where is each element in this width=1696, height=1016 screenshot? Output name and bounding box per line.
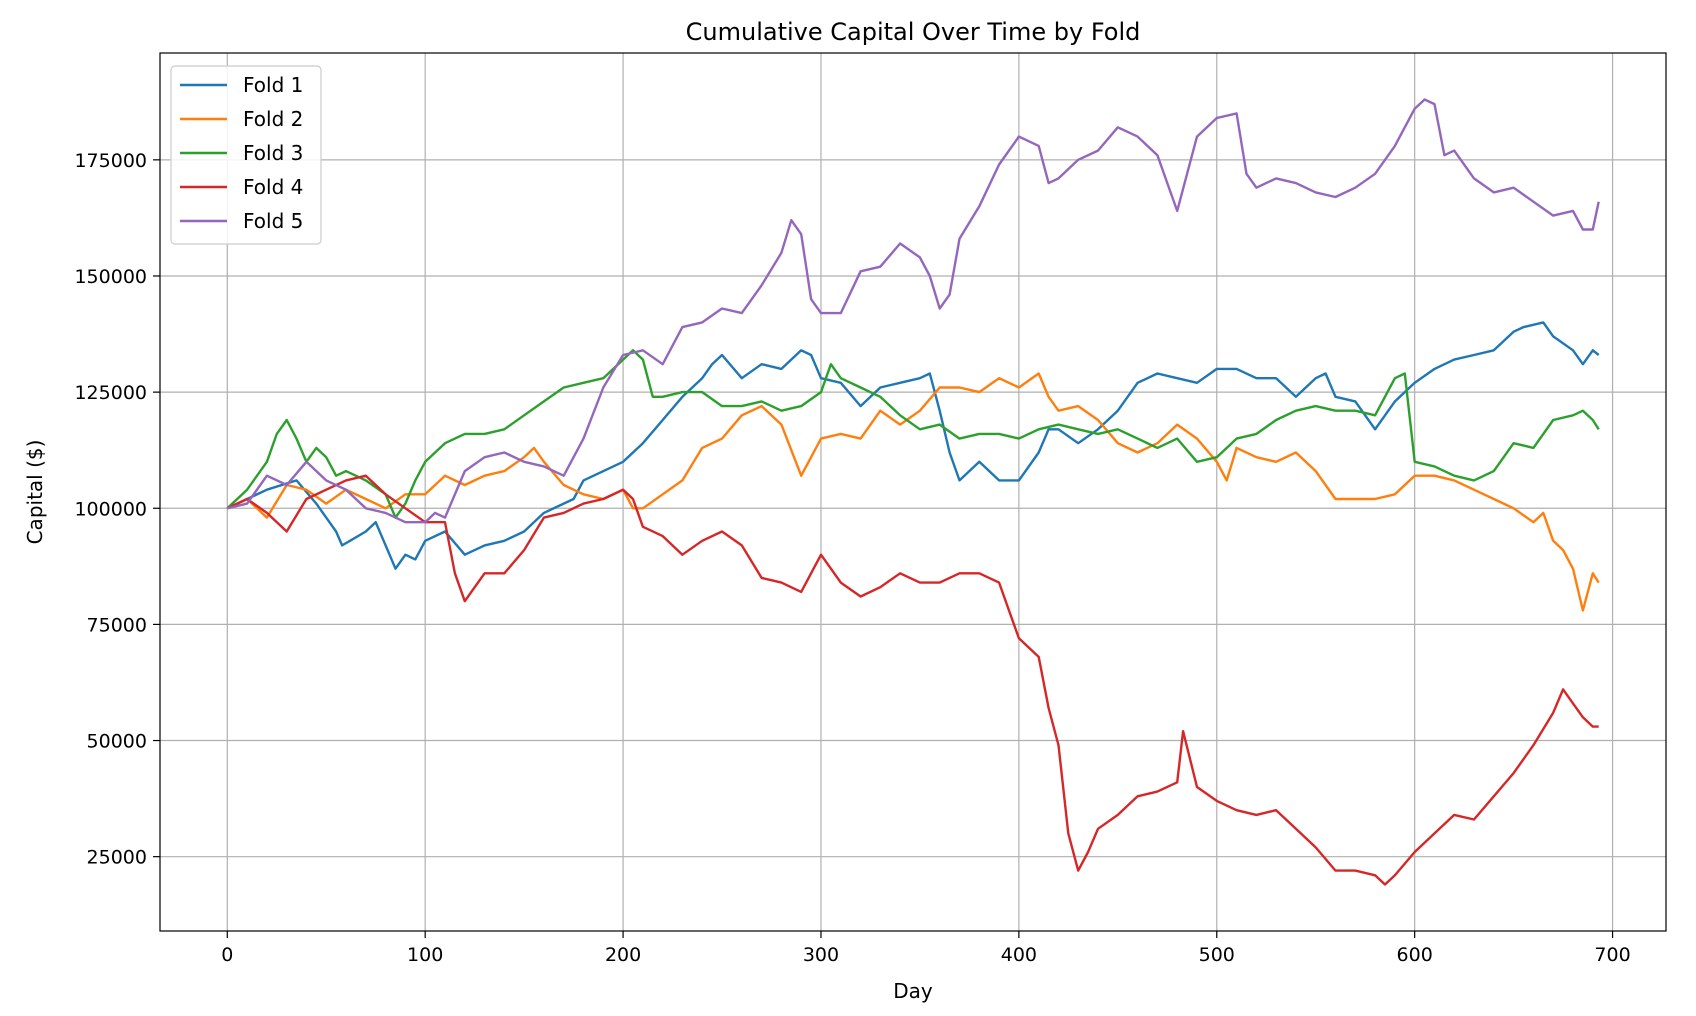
x-axis: 0 100 200 300 400 500 600 700: [221, 931, 1631, 966]
series-line-fold-4: [226, 474, 1599, 886]
legend-label: Fold 5: [243, 209, 303, 233]
legend-label: Fold 3: [243, 141, 303, 165]
legend-label: Fold 1: [243, 73, 303, 97]
grid-lines: [160, 53, 1666, 931]
chart-title: Cumulative Capital Over Time by Fold: [686, 18, 1141, 46]
x-tick-label: 700: [1594, 944, 1630, 966]
legend-label: Fold 2: [243, 107, 303, 131]
series-line-fold-5: [227, 98, 1600, 524]
x-tick-label: 600: [1397, 944, 1433, 966]
y-tick-label: 175000: [74, 150, 147, 172]
x-tick-label: 500: [1199, 944, 1235, 966]
plot-frame: [159, 52, 1667, 932]
legend-box: [170, 65, 322, 245]
legend: Fold 1 Fold 2 Fold 3 Fold 4 Fold 5: [170, 65, 322, 245]
x-axis-label: Day: [893, 979, 933, 1003]
series-lines: [226, 98, 1600, 886]
y-tick-label: 100000: [74, 498, 147, 520]
series-line-fold-2: [226, 372, 1600, 612]
series-line-fold-3: [226, 349, 1600, 519]
y-tick-label: 125000: [74, 382, 147, 404]
y-tick-label: 50000: [87, 731, 147, 753]
y-axis: 25000 50000 75000 100000 125000 150000 175000: [74, 150, 160, 869]
x-tick-label: 400: [1001, 944, 1037, 966]
y-tick-label: 150000: [74, 266, 147, 288]
y-axis-label: Capital ($): [23, 440, 47, 545]
x-tick-label: 100: [407, 944, 443, 966]
x-tick-label: 0: [221, 944, 233, 966]
series-line-fold-1: [226, 321, 1600, 570]
y-tick-label: 25000: [87, 847, 147, 869]
x-tick-label: 200: [605, 944, 641, 966]
y-tick-label: 75000: [87, 614, 147, 636]
x-tick-label: 300: [803, 944, 839, 966]
legend-label: Fold 4: [243, 175, 303, 199]
